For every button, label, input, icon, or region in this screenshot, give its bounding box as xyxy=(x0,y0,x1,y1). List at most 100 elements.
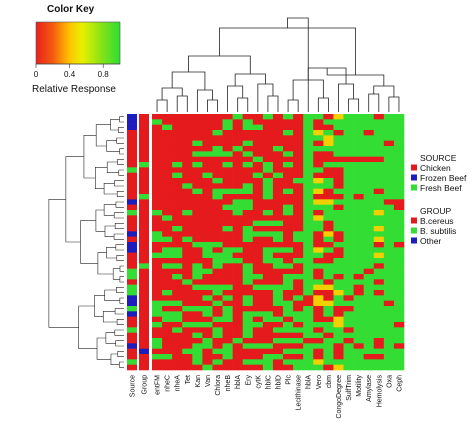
heatmap-cell xyxy=(162,332,173,339)
heatmap-cell xyxy=(393,167,405,173)
group-cell xyxy=(139,220,149,227)
heatmap-cell xyxy=(212,194,223,200)
heatmap-cell xyxy=(252,322,264,328)
column-label: hblD xyxy=(276,375,283,389)
column-dendrogram-branch xyxy=(207,99,218,112)
heatmap-cell xyxy=(363,343,375,349)
heatmap-cell xyxy=(293,338,304,344)
heatmap-cell xyxy=(272,199,284,205)
heatmap-cell xyxy=(303,364,314,371)
heatmap-cell xyxy=(172,284,183,291)
source-cell xyxy=(127,156,137,163)
heatmap-cell xyxy=(333,114,344,120)
heatmap-cell xyxy=(353,130,364,136)
heatmap-cell xyxy=(313,162,324,168)
heatmap-cell xyxy=(272,242,284,248)
heatmap-cell xyxy=(393,199,405,205)
heatmap-cell xyxy=(283,226,294,232)
source-cell xyxy=(127,210,137,216)
heatmap-cell xyxy=(212,135,223,141)
column-label: Motility xyxy=(356,375,363,397)
heatmap-cell xyxy=(192,359,203,365)
column-label: nheB xyxy=(225,375,232,392)
column-dendrogram-branch xyxy=(171,71,206,90)
heatmap-cell xyxy=(152,332,163,339)
heatmap-cell xyxy=(212,183,223,189)
heatmap-cell xyxy=(152,322,163,328)
heatmap-cell xyxy=(343,231,354,237)
heatmap-cell xyxy=(343,156,354,163)
heatmap-cell xyxy=(303,146,314,152)
heatmap-cell xyxy=(252,295,264,301)
heatmap-cell xyxy=(232,279,244,285)
heatmap-cell xyxy=(252,311,264,317)
heatmap-cell xyxy=(303,119,314,125)
heatmap-cell xyxy=(383,306,395,312)
heatmap-cell xyxy=(373,247,385,253)
heatmap-cell xyxy=(252,268,264,275)
heatmap-cell xyxy=(162,178,173,184)
row-dendrogram-branch xyxy=(83,135,97,179)
heatmap-cell xyxy=(272,178,284,184)
heatmap-cell xyxy=(162,130,173,136)
column-label: SulfTrim xyxy=(346,375,353,401)
column-dendrogram-branch xyxy=(388,96,400,112)
heatmap-cell xyxy=(262,135,274,141)
heatmap-cell xyxy=(313,242,324,248)
heatmap-cell xyxy=(242,268,254,275)
heatmap-cell xyxy=(222,343,233,349)
heatmap-cell xyxy=(353,226,364,232)
heatmap-cell xyxy=(293,311,304,317)
heatmap-cell xyxy=(232,167,244,173)
source-cell xyxy=(127,231,137,237)
heatmap-cell xyxy=(283,130,294,136)
heatmap-cell xyxy=(152,279,163,285)
heatmap-cell xyxy=(182,290,193,296)
heatmap-cell xyxy=(262,183,274,189)
heatmap-cell xyxy=(262,247,274,253)
heatmap-cell xyxy=(283,300,294,307)
heatmap-cell xyxy=(323,258,334,264)
heatmap-cell xyxy=(323,210,334,216)
heatmap-cell xyxy=(283,220,294,227)
heatmap-cell xyxy=(353,236,364,243)
heatmap-cell xyxy=(323,162,334,168)
heatmap-cell xyxy=(383,242,395,248)
heatmap-cell xyxy=(152,194,163,200)
heatmap-cell xyxy=(363,327,375,333)
heatmap-cell xyxy=(202,316,213,323)
heatmap-cell xyxy=(212,247,223,253)
heatmap-cell xyxy=(283,199,294,205)
heatmap-cell xyxy=(202,156,213,163)
heatmap-cell xyxy=(393,124,405,131)
heatmap-cell xyxy=(162,343,173,349)
heatmap-cell xyxy=(283,263,294,269)
group-cell xyxy=(139,140,149,147)
heatmap-cell xyxy=(202,194,213,200)
heatmap-cell xyxy=(262,359,274,365)
heatmap-cell xyxy=(283,162,294,168)
heatmap-cell xyxy=(232,252,244,259)
heatmap-cell xyxy=(313,322,324,328)
heatmap-cell xyxy=(182,140,193,147)
heatmap-cell xyxy=(383,268,395,275)
heatmap-cell xyxy=(343,252,354,259)
heatmap-cell xyxy=(363,274,375,280)
heatmap-cell xyxy=(363,215,375,221)
column-dendrogram-branch xyxy=(317,97,329,112)
heatmap-cell xyxy=(222,364,233,371)
heatmap-cell xyxy=(202,220,213,227)
heatmap-cell xyxy=(293,220,304,227)
heatmap-cell xyxy=(363,220,375,227)
heatmap-cell xyxy=(222,290,233,296)
heatmap-cell xyxy=(192,338,203,344)
heatmap-cell xyxy=(252,290,264,296)
heatmap-cell xyxy=(262,199,274,205)
heatmap-cell xyxy=(172,130,183,136)
heatmap-cell xyxy=(252,220,264,227)
heatmap-cell xyxy=(192,167,203,173)
heatmap-cell xyxy=(242,332,254,339)
heatmap-cell xyxy=(323,156,334,163)
heatmap-cell xyxy=(152,226,163,232)
heatmap-cell xyxy=(343,194,354,200)
